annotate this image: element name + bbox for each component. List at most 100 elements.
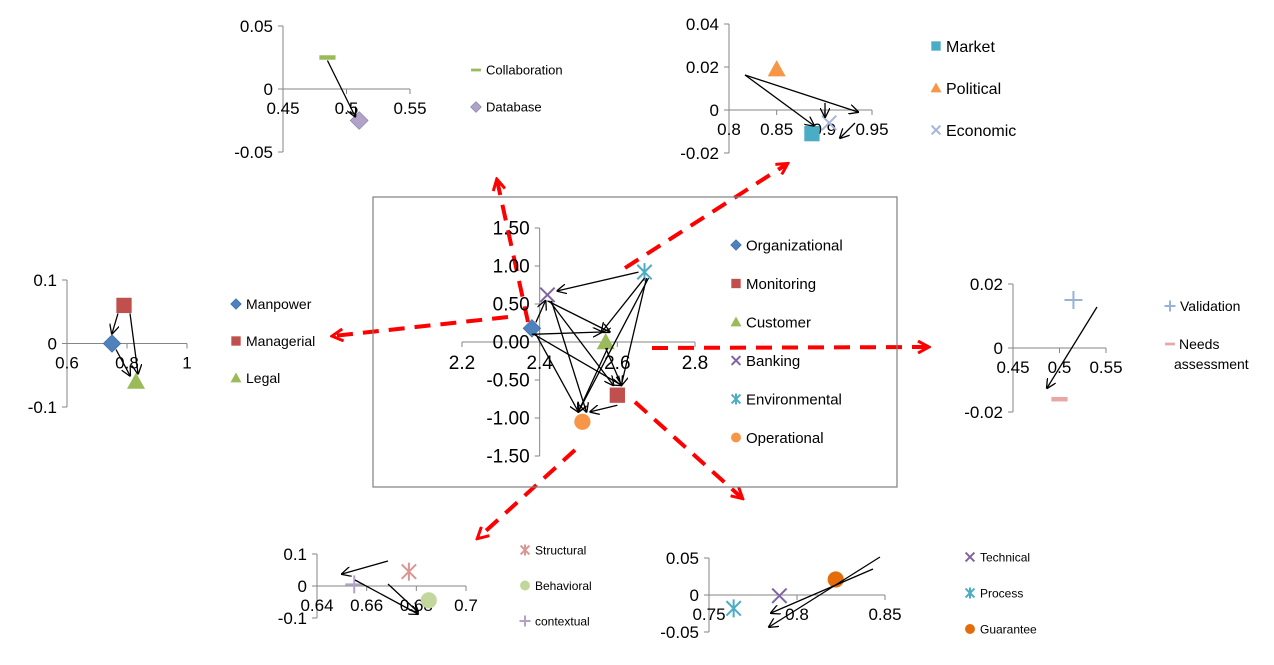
relation-arrow: [578, 347, 609, 412]
relation-arrow: [602, 277, 646, 332]
relation-arrow: [621, 277, 648, 385]
legend-marker-environmental: [730, 393, 742, 405]
relation-arrow: [1047, 306, 1098, 388]
legend-marker-organizational: [730, 239, 742, 251]
x-tick-label: 1: [182, 354, 191, 373]
y-tick-label: 0.05: [240, 17, 273, 36]
x-tick-label: 0.45: [996, 358, 1029, 377]
relation-arrow: [744, 74, 814, 126]
y-tick-label: -1.00: [486, 409, 529, 430]
x-tick-label: 2.8: [682, 353, 708, 374]
y-tick-label: 0: [710, 101, 719, 120]
relation-arrow: [112, 313, 118, 333]
y-tick-label: -0.02: [680, 144, 719, 163]
red-connector-arrows: [333, 164, 928, 538]
y-tick-label: 0.04: [686, 15, 719, 34]
y-tick-label: 0.1: [283, 545, 307, 564]
legend-marker-database: [470, 101, 482, 113]
point-behavioral: [420, 592, 437, 609]
y-tick-label: 0: [298, 577, 307, 596]
legend-marker-contextual: [519, 615, 531, 627]
relation-arrow: [535, 301, 546, 323]
relation-arrow: [354, 579, 418, 614]
relation-arrow: [548, 300, 613, 385]
legend-label-market: Market: [946, 39, 995, 56]
point-manpower: [102, 334, 122, 353]
relation-arrow: [578, 277, 650, 412]
legend-label-environmental: Environmental: [746, 391, 842, 408]
legend-marker-structural: [519, 544, 531, 556]
relation-arrow: [531, 332, 602, 334]
relation-arrow: [342, 560, 389, 574]
legend-marker-process: [964, 587, 976, 599]
y-tick-label: 1.00: [493, 257, 530, 278]
legend-label-monitoring: Monitoring: [746, 276, 816, 293]
x-tick-label: 0.85: [760, 120, 793, 139]
x-tick-label: 2.6: [604, 353, 630, 374]
y-tick-label: 1.50: [493, 219, 530, 240]
main-chart-frame: [372, 196, 898, 488]
legend-marker-legal: [230, 372, 242, 383]
relation-arrow: [557, 271, 639, 291]
chart-bottom-right: 0.05 0 -0.050.75 0.8 0.85 Technical Process Gua…: [660, 549, 1037, 642]
point-managerial: [116, 297, 132, 314]
chart-right: 0.020-0.020.450.50.55ValidationNeedsasse…: [964, 275, 1249, 422]
point-needs-assessment: [1051, 396, 1068, 402]
y-tick-label: -1.50: [486, 447, 529, 468]
relation-arrow: [547, 300, 609, 332]
x-tick-label: 0.45: [266, 99, 299, 118]
relation-arrow: [744, 74, 858, 112]
legend-marker-validation: [1164, 300, 1176, 312]
relation-arrow: [771, 568, 874, 613]
point-market: [804, 126, 820, 142]
legend-marker-collaboration: [471, 68, 481, 72]
point-contextual: [345, 575, 364, 594]
x-tick-label: 0.64: [300, 596, 333, 615]
legend-marker-monitoring: [731, 278, 741, 289]
relation-arrow: [590, 404, 618, 412]
point-environmental: [636, 263, 653, 282]
legend-label-operational: Operational: [746, 430, 824, 447]
legend-label-needs-assessment: Needs: [1179, 336, 1219, 352]
relation-arrow: [326, 60, 355, 117]
x-tick-label: 0.85: [868, 605, 901, 624]
x-tick-label: 0.6: [55, 354, 79, 373]
chart-main: 1.50 1.00 0.50 0.00 -0.50 -1.00 -1.50 2.2 2.4 2.6…: [372, 196, 898, 488]
x-tick-label: 0.55: [1089, 358, 1122, 377]
point-operational: [574, 413, 591, 430]
y-tick-label: -0.50: [486, 371, 529, 392]
point-political: [767, 60, 786, 77]
y-tick-label: 0.1: [33, 271, 57, 290]
x-tick-label: 2.4: [526, 353, 553, 374]
arrow-to-bottom-right: [633, 400, 742, 498]
point-structural: [400, 562, 417, 581]
x-tick-label: 0.8: [717, 120, 741, 139]
relation-arrow: [840, 122, 856, 138]
y-tick-label: 0: [264, 80, 273, 99]
point-organizational: [522, 318, 542, 338]
legend-label-organizational: Organizational: [746, 237, 843, 254]
relation-arrow: [550, 300, 586, 412]
arrow-to-top-right: [623, 164, 787, 270]
legend-marker-political: [930, 82, 942, 93]
x-tick-label: 2.2: [449, 353, 475, 374]
x-tick-label: 0.8: [785, 605, 809, 624]
y-tick-label: 0: [48, 334, 57, 353]
legend-label-technical: Technical: [980, 550, 1030, 564]
chart-top-left: 0.050-0.050.45 0.5 0.55CollaborationDataba…: [234, 17, 562, 162]
relation-arrow: [387, 583, 418, 612]
y-tick-label: -0.1: [28, 398, 57, 417]
legend-marker-technical: [964, 551, 976, 563]
legend-marker-economic: [930, 124, 942, 136]
arrow-to-bottom-left: [478, 448, 577, 538]
chart-bottom-left: 0.10-0.10.64 0.66 0.68 0.7StructuralBehavio…: [278, 543, 592, 628]
point-technical: [771, 587, 788, 604]
legend-label-managerial: Managerial: [246, 333, 315, 349]
legend-label-process: Process: [980, 586, 1023, 600]
y-tick-label: 0: [994, 339, 1003, 358]
legend-marker-behavioral: [520, 580, 530, 591]
legend-label-validation: Validation: [1180, 298, 1240, 314]
legend-label-structural: Structural: [535, 543, 586, 557]
legend-label-banking: Banking: [746, 353, 800, 370]
